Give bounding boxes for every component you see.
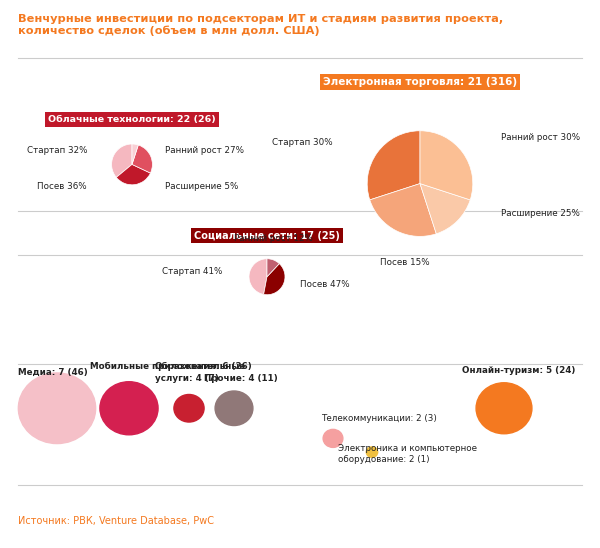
Text: Стартап 41%: Стартап 41%	[161, 267, 222, 276]
Wedge shape	[420, 184, 470, 234]
Text: Расширение 5%: Расширение 5%	[165, 182, 238, 191]
Wedge shape	[249, 259, 267, 294]
Wedge shape	[112, 144, 132, 178]
Text: Стартап 32%: Стартап 32%	[26, 146, 87, 155]
Text: Ранний рост 27%: Ранний рост 27%	[165, 146, 244, 155]
Text: Облачные технологии: 22 (26): Облачные технологии: 22 (26)	[48, 115, 216, 124]
Text: Посев 36%: Посев 36%	[37, 182, 87, 191]
Circle shape	[215, 391, 253, 426]
Text: Социальные сети: 17 (25): Социальные сети: 17 (25)	[194, 231, 340, 241]
Text: Медиа: 7 (46): Медиа: 7 (46)	[18, 368, 88, 376]
Circle shape	[19, 373, 95, 443]
Text: Ранний рост 30%: Ранний рост 30%	[501, 133, 580, 141]
Text: Расширение 25%: Расширение 25%	[501, 209, 580, 218]
Text: Электроника и компьютерное
оборудование: 2 (1): Электроника и компьютерное оборудование:…	[338, 444, 477, 464]
Text: Образовательные
услуги: 4 (7): Образовательные услуги: 4 (7)	[155, 362, 246, 383]
Wedge shape	[370, 184, 436, 236]
Text: Мобильные приложения: 6 (26): Мобильные приложения: 6 (26)	[90, 362, 252, 371]
Wedge shape	[132, 145, 152, 173]
Text: количество сделок (объем в млн долл. США): количество сделок (объем в млн долл. США…	[18, 26, 320, 36]
Circle shape	[366, 447, 378, 457]
Text: Онлайн-туризм: 5 (24): Онлайн-туризм: 5 (24)	[462, 367, 575, 375]
Text: Посев 47%: Посев 47%	[300, 281, 350, 289]
Text: Источник: РВК, Venture Database, PwC: Источник: РВК, Venture Database, PwC	[18, 516, 214, 526]
Wedge shape	[267, 259, 280, 277]
Wedge shape	[263, 264, 285, 295]
Wedge shape	[116, 164, 151, 185]
Circle shape	[174, 395, 204, 422]
Text: Прочие: 4 (11): Прочие: 4 (11)	[204, 374, 278, 383]
Text: Ранний рост 12%: Ранний рост 12%	[233, 235, 313, 243]
Text: Стартап 30%: Стартап 30%	[272, 138, 333, 147]
Text: Посев 15%: Посев 15%	[380, 258, 430, 266]
Circle shape	[100, 382, 158, 435]
Text: Электронная торговля: 21 (316): Электронная торговля: 21 (316)	[323, 77, 517, 87]
Text: Телекоммуникации: 2 (3): Телекоммуникации: 2 (3)	[321, 414, 437, 423]
Wedge shape	[132, 144, 139, 164]
Circle shape	[476, 383, 532, 434]
Circle shape	[323, 430, 343, 447]
Wedge shape	[420, 131, 473, 200]
Text: Венчурные инвестиции по подсекторам ИТ и стадиям развития проекта,: Венчурные инвестиции по подсекторам ИТ и…	[18, 14, 503, 24]
Wedge shape	[367, 131, 420, 200]
